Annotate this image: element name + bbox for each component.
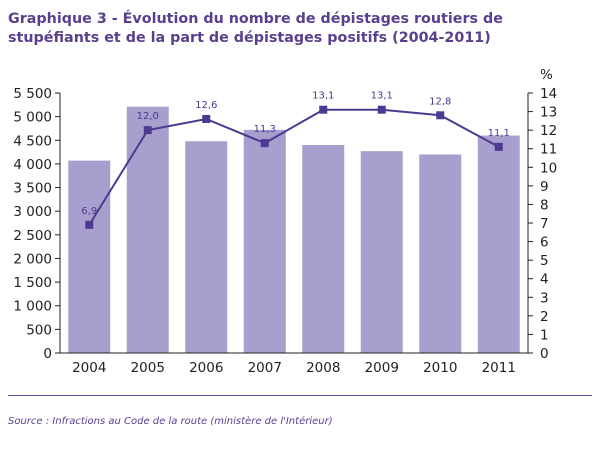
left-tick-label: 2 500 [13,228,52,244]
left-tick-label: 2 000 [13,251,52,267]
bar-2010 [419,154,462,353]
bar-2011 [477,135,520,353]
right-tick-label: 11 [540,142,557,158]
data-label-2006: 12,6 [195,100,217,111]
line-point-2006 [202,115,211,123]
right-tick-label: 13 [540,105,557,121]
line-point-2011 [494,142,503,151]
data-label-2005: 12,0 [137,111,159,122]
left-tick-label: 1 000 [13,299,52,315]
bar-series [68,106,520,353]
divider [8,395,592,396]
right-tick-label: 3 [540,290,549,306]
right-tick-label: 7 [540,216,549,232]
bar-2009 [360,151,403,353]
left-tick-label: 500 [26,322,52,338]
left-axis-ticks: 0 500 1 000 1 500 2 000 2 500 3 000 3 500 4 000 4… [13,86,60,362]
right-tick-label: 2 [540,309,549,325]
left-tick-label: 5 500 [13,86,52,102]
right-tick-label: 9 [540,179,549,195]
bar-2005 [126,106,169,353]
percent-line [88,108,500,226]
bar-2004 [68,160,111,353]
x-tick-label: 2008 [306,360,340,376]
bar-2007 [243,129,286,353]
data-label-2010: 12,8 [429,96,451,107]
right-axis-unit-label: % [540,67,553,83]
source-note: Source : Infractions au Code de la route… [8,416,333,427]
line-point-2007 [260,139,269,148]
x-tick-label: 2006 [189,360,223,376]
right-tick-label: 4 [540,272,549,288]
data-label-2011: 11,1 [488,128,510,139]
left-tick-label: 3 500 [13,181,52,197]
left-tick-label: 0 [43,346,52,362]
line-point-2009 [377,105,386,114]
bar-2006 [185,141,228,353]
left-tick-label: 4 000 [13,157,52,173]
data-label-2008: 13,1 [312,91,334,102]
left-tick-label: 4 500 [13,133,52,149]
x-tick-label: 2004 [72,360,106,376]
data-label-2004: 6,9 [81,206,97,217]
left-tick-label: 5 000 [13,110,52,126]
x-tick-label: 2009 [365,360,399,376]
x-tick-label: 2010 [423,360,457,376]
right-tick-label: 14 [540,86,557,102]
right-tick-label: 10 [540,160,557,176]
line-point-2005 [143,126,152,135]
x-tick-label: 2005 [131,360,165,376]
right-tick-label: 12 [540,123,557,139]
chart-title: Graphique 3 - Évolution du nombre de dép… [8,11,503,46]
bar-2008 [302,145,345,353]
right-tick-label: 6 [540,235,549,251]
line-point-2010 [436,111,445,120]
line-point-2008 [319,105,328,114]
left-tick-label: 1 500 [13,275,52,291]
data-label-2007: 11,3 [254,124,276,135]
right-tick-label: 8 [540,197,549,213]
x-tick-label: 2007 [248,360,282,376]
x-tick-label: 2011 [482,360,516,376]
line-series: 6,9 12,0 12,6 11,3 13,1 13,1 12,8 11,1 [81,91,510,229]
right-tick-label: 1 [540,327,549,343]
line-point-2004 [85,220,94,229]
left-tick-label: 3 000 [13,204,52,220]
data-label-2009: 13,1 [371,91,393,102]
right-tick-label: 0 [540,346,549,362]
right-tick-label: 5 [540,253,549,269]
x-axis-ticks: 2004 2005 2006 2007 2008 2009 2010 2011 [72,360,516,376]
